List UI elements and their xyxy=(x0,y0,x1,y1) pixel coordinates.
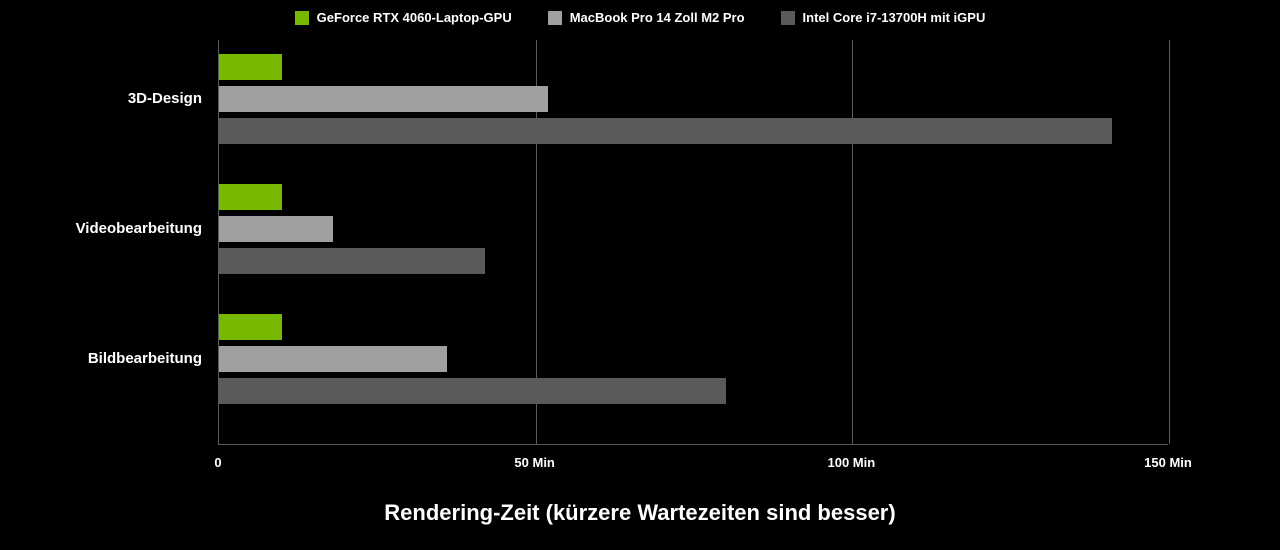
legend-item-i7igpu: Intel Core i7-13700H mit iGPU xyxy=(781,10,986,25)
legend-item-m2pro: MacBook Pro 14 Zoll M2 Pro xyxy=(548,10,745,25)
plot-area xyxy=(218,40,1168,445)
bar xyxy=(219,54,282,80)
chart-subtitle: Rendering-Zeit (kürzere Wartezeiten sind… xyxy=(0,500,1280,526)
legend-swatch-rtx4060 xyxy=(295,11,309,25)
bar xyxy=(219,314,282,340)
legend-label: GeForce RTX 4060-Laptop-GPU xyxy=(317,10,512,25)
legend-label: Intel Core i7-13700H mit iGPU xyxy=(803,10,986,25)
bar xyxy=(219,378,726,404)
bar xyxy=(219,346,447,372)
category-label-videobearbeitung: Videobearbeitung xyxy=(0,220,210,237)
legend-label: MacBook Pro 14 Zoll M2 Pro xyxy=(570,10,745,25)
x-tick-label: 50 Min xyxy=(514,455,554,470)
x-tick-label: 150 Min xyxy=(1144,455,1192,470)
category-label-bildbearbeitung: Bildbearbeitung xyxy=(0,350,210,367)
legend-item-rtx4060: GeForce RTX 4060-Laptop-GPU xyxy=(295,10,512,25)
legend-swatch-m2pro xyxy=(548,11,562,25)
chart-legend: GeForce RTX 4060-Laptop-GPU MacBook Pro … xyxy=(0,10,1280,25)
rendering-time-chart: GeForce RTX 4060-Laptop-GPU MacBook Pro … xyxy=(0,0,1280,550)
x-tick-label: 100 Min xyxy=(827,455,875,470)
category-label-3d-design: 3D-Design xyxy=(0,90,210,107)
bar xyxy=(219,118,1112,144)
bar xyxy=(219,86,548,112)
gridline xyxy=(852,40,853,444)
legend-swatch-i7igpu xyxy=(781,11,795,25)
bar xyxy=(219,216,333,242)
gridline xyxy=(1169,40,1170,444)
bar xyxy=(219,248,485,274)
bar xyxy=(219,184,282,210)
x-tick-label: 0 xyxy=(214,455,221,470)
